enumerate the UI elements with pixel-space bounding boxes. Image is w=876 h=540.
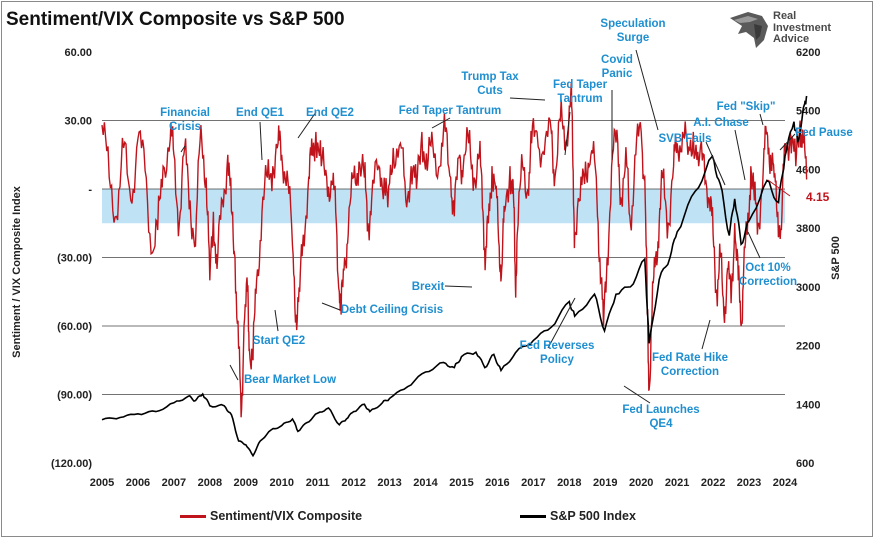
left-axis-tick-label: (90.00): [57, 390, 92, 402]
annotation-pointer: [779, 133, 796, 151]
right-axis-tick-label: 3000: [796, 282, 820, 294]
legend-swatch-sentiment: [180, 514, 206, 518]
left-axis-tick-label: 30.00: [64, 116, 92, 128]
right-axis-label: S&P 500: [830, 236, 842, 280]
annotation-label: Fed "Skip": [717, 101, 776, 113]
x-axis-tick-label: 2020: [629, 477, 653, 489]
annotation-pointer: [759, 113, 764, 126]
annotation-pointer: [701, 319, 711, 350]
right-axis-tick-label: 5400: [796, 106, 820, 118]
x-axis-tick-label: 2023: [737, 477, 761, 489]
latest-value-label: 4.15: [806, 190, 830, 204]
annotation-pointer: [635, 49, 659, 131]
right-axis-tick-label: 1400: [796, 399, 820, 411]
annotation-pointer: [547, 297, 576, 349]
annotation-label: End QE1: [236, 107, 285, 119]
x-axis-tick-label: 2018: [557, 477, 581, 489]
annotation-label: Covid Panic: [601, 54, 633, 80]
annotation-pointer: [297, 111, 317, 139]
annotation-pointer: [180, 145, 186, 153]
annotation-pointer: [509, 97, 546, 101]
legend-label-sentiment: Sentiment/VIX Composite: [210, 509, 363, 523]
annotation-label: Debt Ceiling Crisis: [341, 304, 443, 316]
annotation-label: Fed Reverses Policy: [520, 340, 595, 366]
x-axis-tick-label: 2021: [665, 477, 689, 489]
x-axis-tick-label: 2006: [126, 477, 150, 489]
x-axis-tick-label: 2019: [593, 477, 617, 489]
annotation-pointer: [705, 141, 726, 186]
left-axis-tick-label: 60.00: [64, 47, 92, 59]
x-axis-tick-label: 2008: [198, 477, 222, 489]
annotation-label: Financial Crisis: [160, 107, 210, 133]
left-axis-tick-label: -: [88, 184, 92, 196]
annotation-label: Speculation Surge: [600, 18, 665, 44]
annotation-label: Brexit: [412, 281, 445, 293]
right-axis-tick-label: 4600: [796, 164, 820, 176]
annotation-pointer: [259, 121, 263, 161]
x-axis-tick-label: 2010: [269, 477, 293, 489]
chart-title: Sentiment/VIX Composite vs S&P 500: [6, 9, 345, 30]
left-axis-tick-label: (120.00): [51, 458, 92, 470]
annotation-label: Start QE2: [253, 335, 305, 347]
x-axis-tick-label: 2014: [413, 477, 438, 489]
x-axis-tick-label: 2024: [773, 477, 798, 489]
left-axis-tick-label: (60.00): [57, 321, 92, 333]
spx-series-line: [101, 95, 808, 458]
annotation-pointer: [229, 364, 239, 381]
legend-swatch-spx: [520, 514, 546, 518]
annotation-pointer: [623, 385, 651, 404]
annotation-pointer: [734, 129, 746, 181]
left-axis-tick-label: (30.00): [57, 253, 92, 265]
annotation-pointer: [274, 309, 279, 332]
x-axis-tick-label: 2013: [377, 477, 401, 489]
x-axis-tick-label: 2015: [449, 477, 473, 489]
x-axis-tick-label: 2022: [701, 477, 725, 489]
latest-value-pointer: [767, 179, 791, 197]
brand-name: Real Investment Advice: [773, 10, 832, 45]
annotation-pointer: [564, 111, 571, 156]
neutral-band: [102, 189, 785, 224]
x-axis-tick-label: 2007: [162, 477, 186, 489]
annotation-label: Fed Taper Tantrum: [399, 105, 501, 117]
annotation-label: Bear Market Low: [244, 374, 336, 386]
right-axis-tick-label: 6200: [796, 47, 820, 59]
right-axis-tick-label: 600: [796, 458, 814, 470]
annotation-pointer: [321, 302, 341, 311]
annotation-label: Trump Tax Cuts: [461, 71, 519, 97]
annotation-label: A.I. Chase: [693, 117, 749, 129]
right-axis-tick-label: 2200: [796, 341, 820, 353]
annotation-pointer: [444, 285, 473, 288]
annotation-label: End QE2: [306, 107, 354, 119]
legend-label-spx: S&P 500 Index: [550, 509, 636, 523]
annotation-label: Fed Taper Tantrum: [553, 79, 608, 105]
annotation-label: SVB Fails: [658, 133, 711, 145]
annotation-pointer: [431, 117, 451, 129]
legend-item-spx: S&P 500 Index: [520, 509, 636, 523]
legend-item-sentiment: Sentiment/VIX Composite: [180, 509, 362, 523]
x-axis-tick-label: 2011: [306, 477, 330, 489]
x-axis-tick-label: 2012: [341, 477, 365, 489]
x-axis-tick-label: 2017: [521, 477, 545, 489]
sentiment-series-line: [101, 82, 808, 418]
annotation-label: Fed Rate Hike Correction: [652, 352, 728, 378]
annotation-label: Oct 10% Correction: [739, 262, 797, 288]
eagle-logo-icon: [730, 12, 768, 48]
right-axis-tick-label: 3800: [796, 223, 820, 235]
x-axis-tick-label: 2005: [90, 477, 114, 489]
annotation-label: Fed Pause: [795, 127, 853, 139]
annotation-label: Fed Launches QE4: [622, 404, 699, 430]
left-axis-label: Sentiment / VIX Composite Index: [11, 186, 23, 358]
x-axis-tick-label: 2009: [234, 477, 258, 489]
x-axis-tick-label: 2016: [485, 477, 509, 489]
annotation-pointer: [747, 231, 761, 259]
